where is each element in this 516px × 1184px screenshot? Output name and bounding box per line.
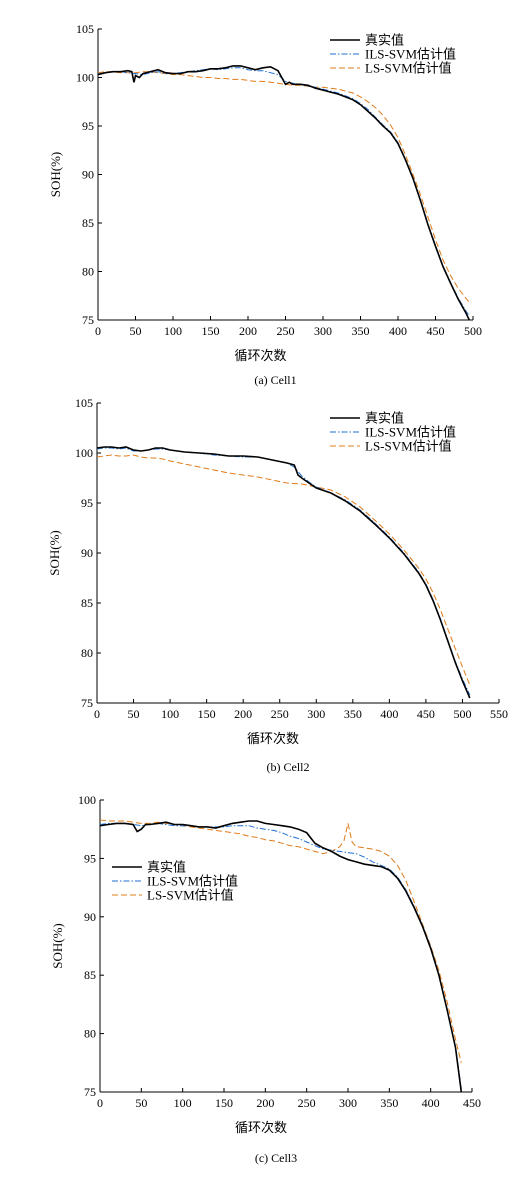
legend-label-ils: ILS-SVM估计值 — [147, 874, 238, 889]
x-tick-label: 250 — [277, 324, 295, 338]
x-tick-label: 250 — [298, 1096, 316, 1110]
y-tick-label: 75 — [84, 1085, 96, 1099]
panel-caption: (b) Cell2 — [267, 760, 310, 774]
panel-caption: (a) Cell1 — [254, 373, 296, 387]
x-axis-label: 循环次数 — [234, 348, 286, 363]
x-tick-label: 300 — [307, 707, 325, 721]
x-axis-label: 循环次数 — [235, 1120, 287, 1135]
y-axis-label: SOH(%) — [50, 923, 65, 969]
x-tick-label: 350 — [352, 324, 370, 338]
x-tick-label: 350 — [380, 1096, 398, 1110]
x-tick-label: 0 — [94, 707, 100, 721]
y-tick-label: 105 — [75, 396, 93, 410]
x-tick-label: 50 — [130, 324, 142, 338]
x-tick-label: 100 — [164, 324, 182, 338]
x-tick-label: 550 — [490, 707, 508, 721]
series-line-ils — [97, 447, 471, 696]
y-tick-label: 95 — [82, 119, 94, 133]
y-tick-label: 105 — [76, 22, 94, 36]
x-tick-label: 0 — [95, 324, 101, 338]
x-tick-label: 50 — [128, 707, 140, 721]
x-tick-label: 50 — [135, 1096, 147, 1110]
y-tick-label: 75 — [81, 696, 93, 710]
x-tick-label: 200 — [234, 707, 252, 721]
x-tick-label: 400 — [380, 707, 398, 721]
x-tick-label: 450 — [417, 707, 435, 721]
panel-caption: (c) Cell3 — [255, 1151, 297, 1165]
legend-label-true: 真实值 — [365, 411, 404, 426]
y-tick-label: 75 — [82, 313, 94, 327]
y-axis-label: SOH(%) — [47, 530, 62, 576]
y-tick-label: 80 — [81, 646, 93, 660]
series-line-ls — [98, 71, 470, 303]
legend-label-ls: LS-SVM估计值 — [365, 61, 452, 76]
x-tick-label: 150 — [202, 324, 220, 338]
series-line-ils — [98, 67, 470, 317]
x-tick-label: 200 — [239, 324, 257, 338]
y-tick-label: 100 — [78, 793, 96, 807]
chart-panel-1: 0 50 100 150 200 250 300 350 400 450 500 75 80 85 90 95… — [48, 22, 482, 387]
x-tick-label: 100 — [174, 1096, 192, 1110]
y-tick-label: 100 — [75, 446, 93, 460]
y-tick-label: 95 — [81, 496, 93, 510]
x-tick-label: 450 — [427, 324, 445, 338]
y-axis-label: SOH(%) — [48, 152, 63, 198]
y-tick-label: 95 — [84, 851, 96, 865]
x-tick-label: 100 — [161, 707, 179, 721]
y-tick-label: 85 — [84, 968, 96, 982]
x-axis-label: 循环次数 — [247, 731, 299, 746]
x-tick-label: 400 — [422, 1096, 440, 1110]
legend-label-ls: LS-SVM估计值 — [147, 888, 234, 903]
legend-label-ils: ILS-SVM估计值 — [365, 425, 456, 440]
series-line-ls — [100, 819, 462, 1063]
x-tick-label: 500 — [464, 324, 482, 338]
legend-label-ls: LS-SVM估计值 — [365, 439, 452, 454]
legend-label-true: 真实值 — [147, 860, 186, 875]
x-tick-label: 300 — [314, 324, 332, 338]
x-tick-label: 150 — [215, 1096, 233, 1110]
y-tick-label: 85 — [82, 216, 94, 230]
y-tick-label: 90 — [82, 168, 94, 182]
x-tick-label: 400 — [389, 324, 407, 338]
series-line-true — [98, 65, 471, 320]
legend-label-true: 真实值 — [365, 33, 404, 48]
x-tick-label: 150 — [198, 707, 216, 721]
x-tick-label: 500 — [453, 707, 471, 721]
legend-label-ils: ILS-SVM估计值 — [365, 47, 456, 62]
x-tick-label: 0 — [97, 1096, 103, 1110]
series-line-true — [97, 446, 471, 699]
chart-panel-2: 0 50 100 150 200 250 300 350 400 450 500 550 75 80 85 9… — [47, 396, 508, 774]
chart-panel-3: 0 50 100 150 200 250 300 350 400 450 75 80 85 90 95 100… — [50, 793, 481, 1165]
y-tick-label: 80 — [84, 1027, 96, 1041]
x-tick-label: 250 — [271, 707, 289, 721]
x-tick-label: 450 — [463, 1096, 481, 1110]
y-tick-label: 100 — [76, 71, 94, 85]
x-tick-label: 300 — [339, 1096, 357, 1110]
y-tick-label: 80 — [82, 265, 94, 279]
y-tick-label: 90 — [81, 546, 93, 560]
y-tick-label: 90 — [84, 910, 96, 924]
x-tick-label: 350 — [344, 707, 362, 721]
x-tick-label: 200 — [256, 1096, 274, 1110]
series-line-ls — [97, 454, 471, 686]
series-line-true — [100, 820, 463, 1092]
y-tick-label: 85 — [81, 596, 93, 610]
